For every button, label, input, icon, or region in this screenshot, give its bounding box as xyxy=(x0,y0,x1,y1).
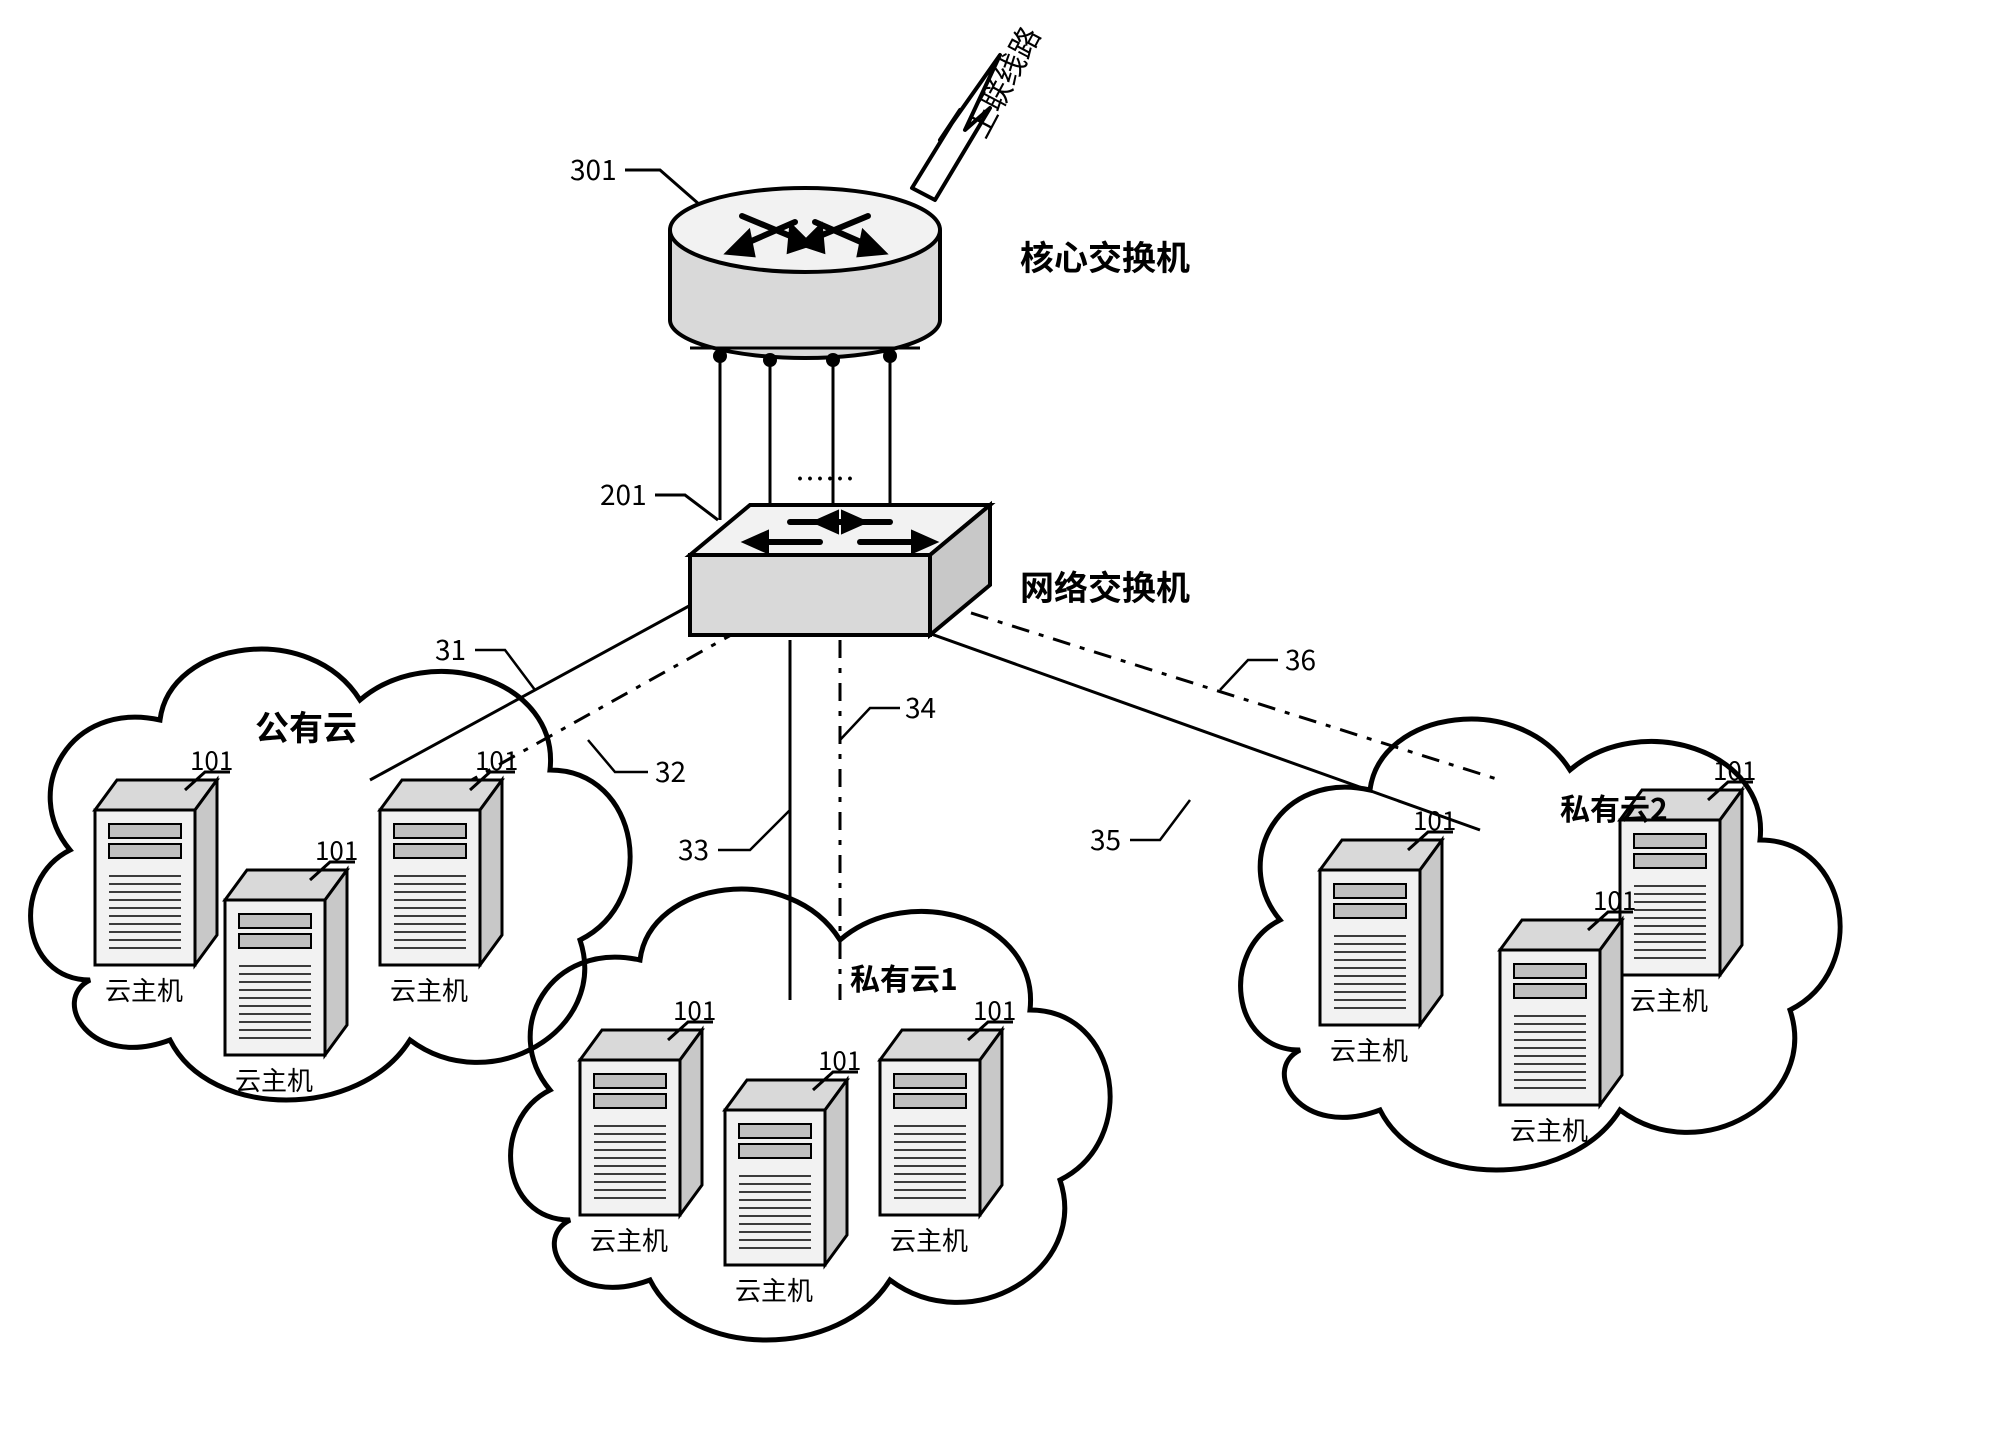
label-32: 32 xyxy=(655,751,686,791)
core-switch-label: 核心交换机 xyxy=(1020,231,1190,280)
link-36 xyxy=(930,600,1500,780)
private-cloud-2-title: 私有云2 xyxy=(1560,785,1668,829)
network-switch-label: 网络交换机 xyxy=(1020,561,1190,610)
link-35 xyxy=(920,630,1480,830)
network-switch xyxy=(655,495,990,635)
svg-text:101: 101 xyxy=(818,1041,861,1078)
svg-text:101: 101 xyxy=(475,741,518,778)
label-34: 34 xyxy=(905,687,936,727)
uplink-label: 上联线路 xyxy=(954,18,1049,145)
label-36: 36 xyxy=(1285,639,1316,679)
svg-text:……: …… xyxy=(795,455,855,499)
svg-text:101: 101 xyxy=(315,831,358,868)
svg-text:云主机: 云主机 xyxy=(390,971,468,1008)
svg-text:101: 101 xyxy=(1593,881,1636,918)
svg-text:云主机: 云主机 xyxy=(1630,981,1708,1018)
label-31: 31 xyxy=(435,629,466,669)
svg-text:101: 101 xyxy=(1713,751,1756,788)
public-cloud-title: 公有云 xyxy=(255,701,357,750)
svg-text:101: 101 xyxy=(673,991,716,1028)
svg-text:云主机: 云主机 xyxy=(735,1271,813,1308)
svg-text:101: 101 xyxy=(973,991,1016,1028)
svg-text:云主机: 云主机 xyxy=(1510,1111,1588,1148)
private-cloud-1-title: 私有云1 xyxy=(850,955,958,999)
svg-text:101: 101 xyxy=(1413,801,1456,838)
svg-text:云主机: 云主机 xyxy=(1330,1031,1408,1068)
label-35: 35 xyxy=(1090,819,1121,859)
svg-text:云主机: 云主机 xyxy=(590,1221,668,1258)
svg-text:云主机: 云主机 xyxy=(105,971,183,1008)
core-switch-id: 301 xyxy=(570,149,617,189)
svg-text:云主机: 云主机 xyxy=(890,1221,968,1258)
svg-text:云主机: 云主机 xyxy=(235,1061,313,1098)
core-switch xyxy=(625,55,1000,367)
network-switch-id: 201 xyxy=(600,474,647,514)
label-33: 33 xyxy=(678,829,709,869)
svg-text:101: 101 xyxy=(190,741,233,778)
